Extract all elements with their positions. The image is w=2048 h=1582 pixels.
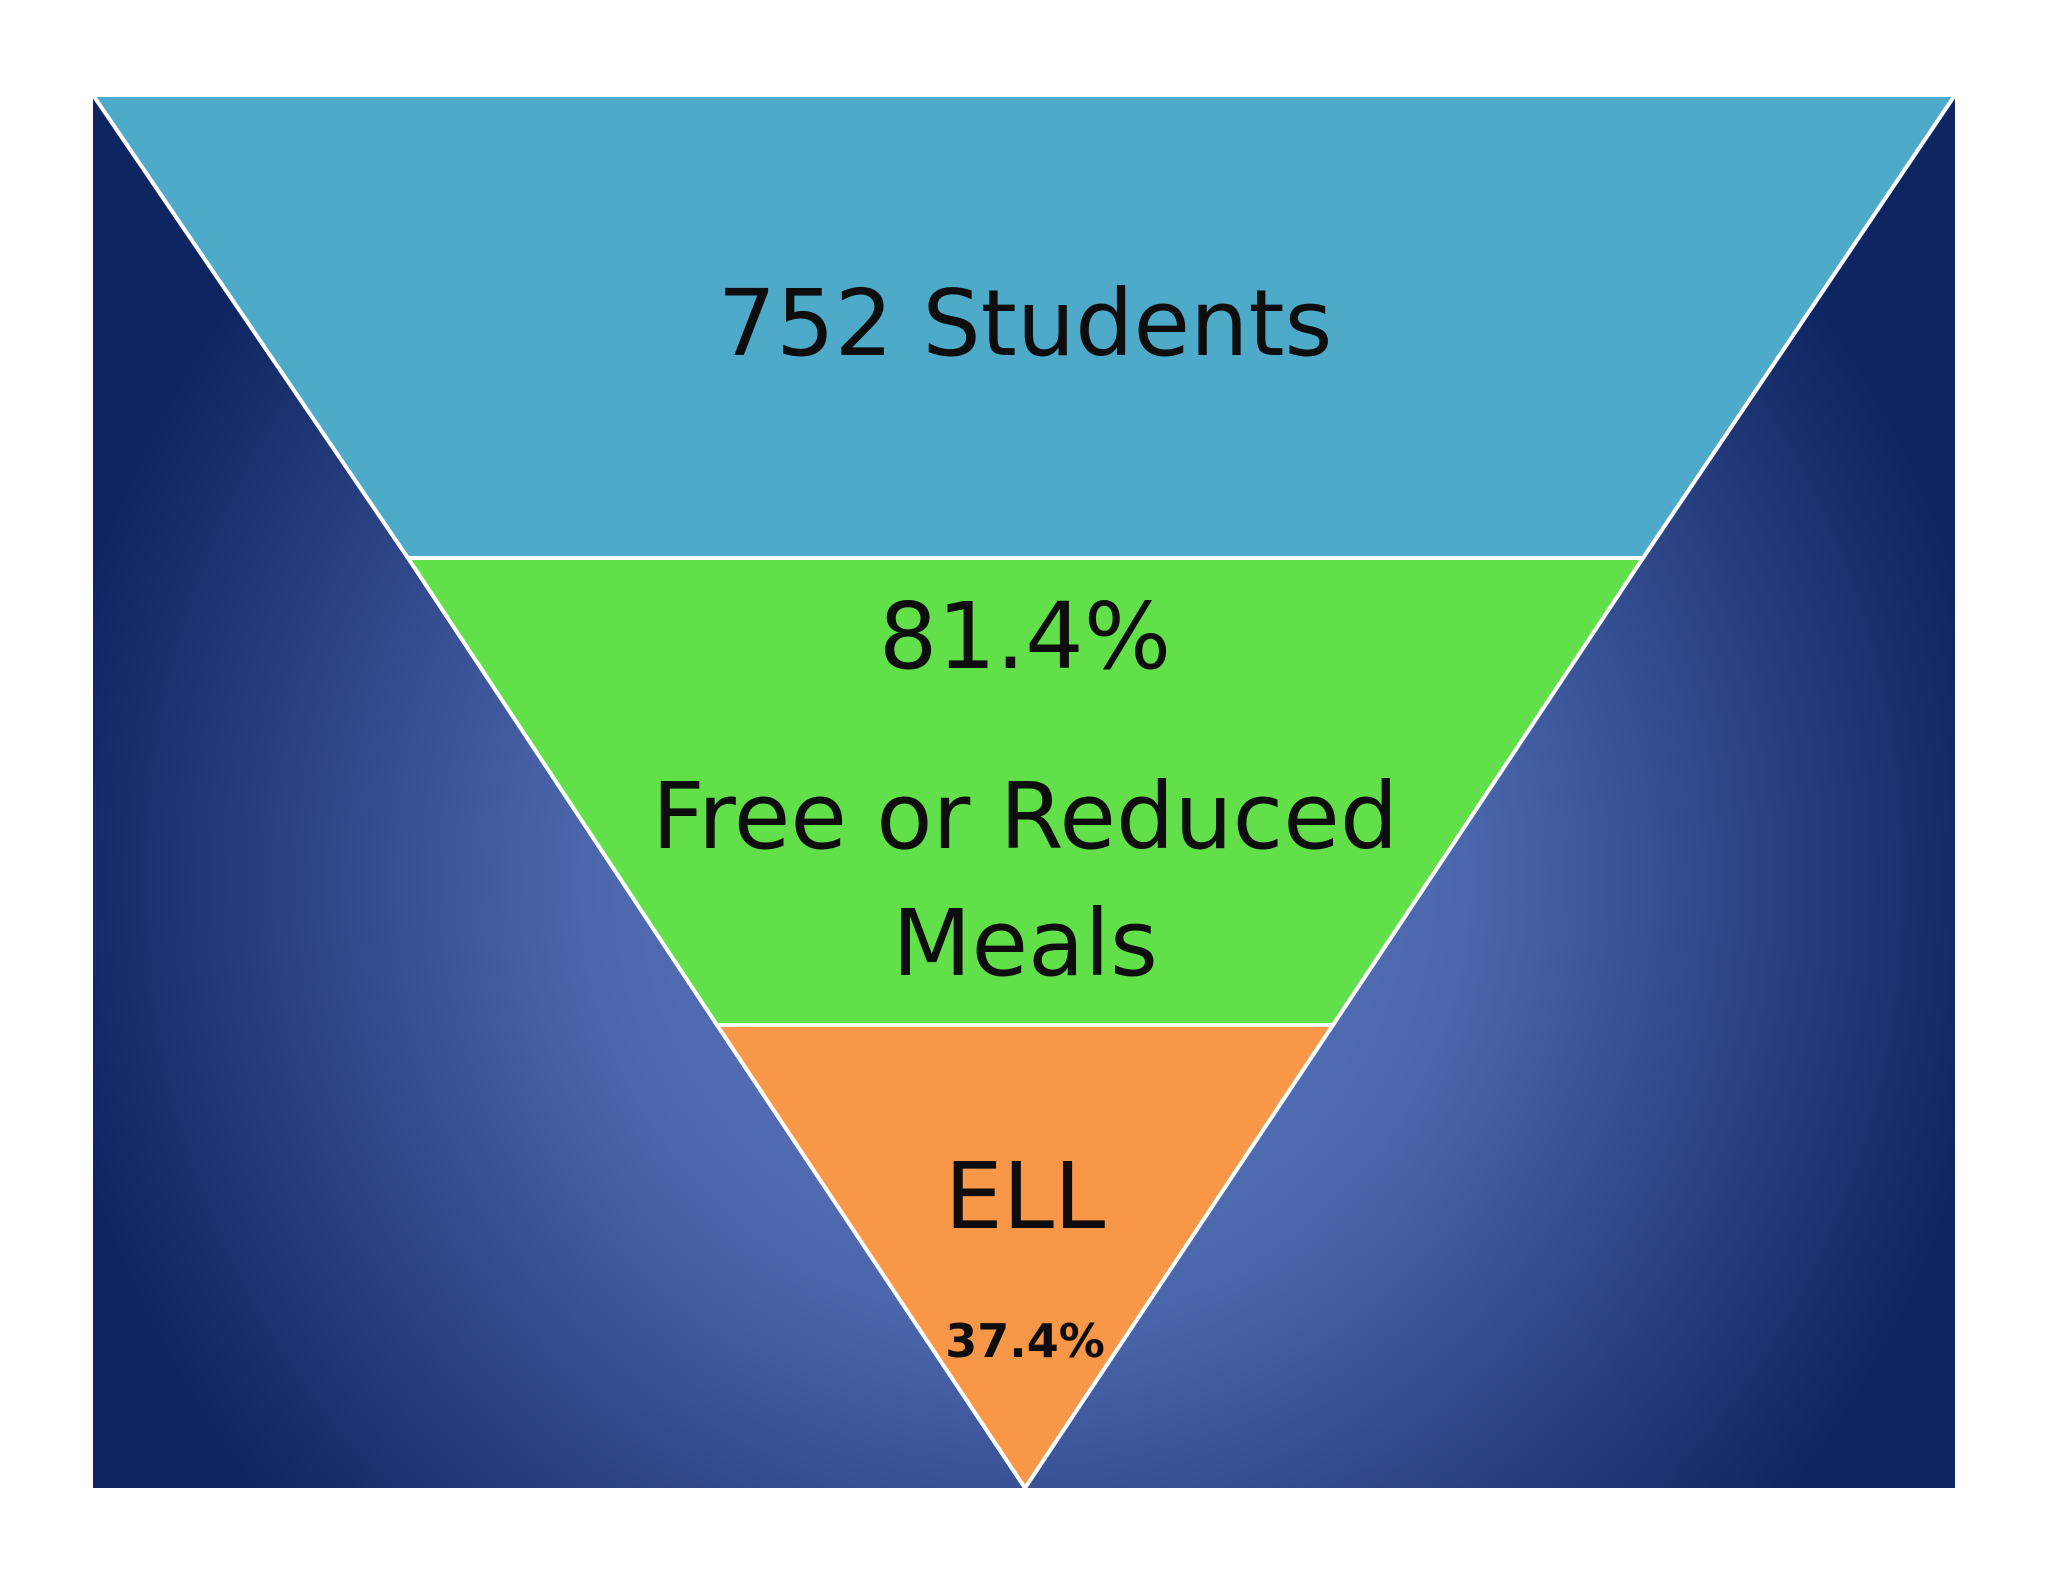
tier-ell-percent: 37.4% (945, 1314, 1105, 1368)
tier-students-label: 752 Students (718, 270, 1333, 377)
tier-free-reduced-percent: 81.4% (879, 583, 1171, 690)
tier-free-reduced-label-line2: Meals (892, 890, 1158, 997)
funnel-tier-ell (713, 1023, 1337, 1492)
tier-free-reduced-label-line1: Free or Reduced (652, 763, 1399, 870)
tier-ell-label: ELL (945, 1143, 1106, 1250)
